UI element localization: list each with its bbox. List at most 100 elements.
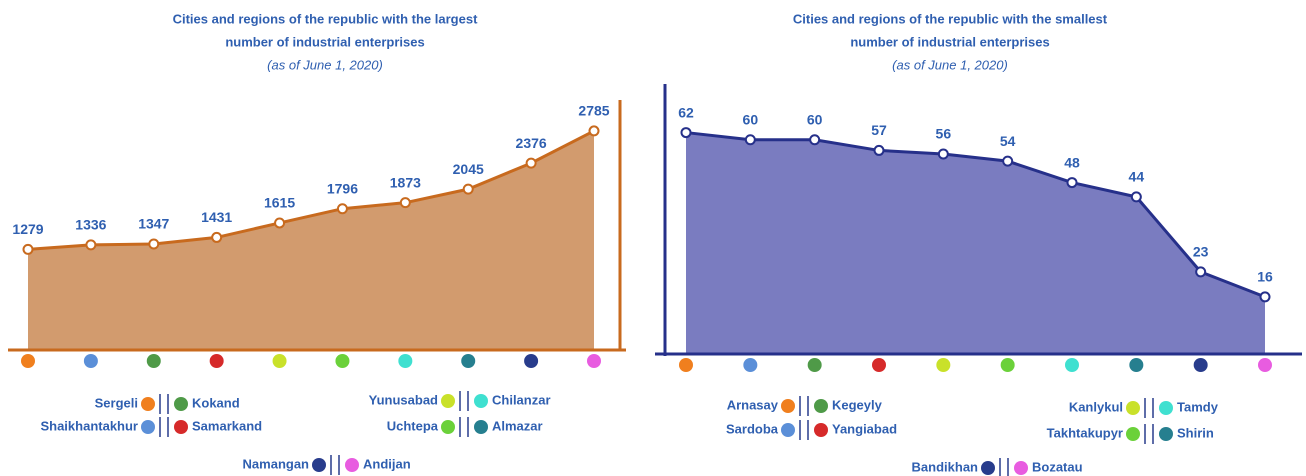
- value-label: 16: [1257, 269, 1273, 285]
- value-label: 2376: [516, 135, 547, 151]
- point: [1195, 266, 1207, 278]
- point: [399, 197, 411, 209]
- chart-title: number of industrial enterprises: [225, 34, 424, 49]
- point: [22, 243, 34, 255]
- legend-label: Bandikhan: [912, 459, 979, 474]
- legend-label: Takhtakupyr: [1047, 425, 1123, 440]
- legend-dot: [441, 394, 455, 408]
- legend-label: Andijan: [363, 456, 411, 471]
- legend-dot: [1159, 401, 1173, 415]
- legend-dot: [345, 458, 359, 472]
- x-category-dot: [807, 358, 822, 372]
- legend-dot: [781, 423, 795, 437]
- point: [1259, 291, 1271, 303]
- legend-label: Yangiabad: [832, 421, 897, 436]
- x-category-dot: [743, 358, 758, 372]
- legend-dot: [1159, 427, 1173, 441]
- legend-dot: [814, 423, 828, 437]
- legend-dot: [1126, 401, 1140, 415]
- point: [1002, 155, 1014, 167]
- legend-label: Kanlykul: [1069, 399, 1123, 414]
- point: [525, 157, 537, 169]
- x-category-dot: [1000, 358, 1015, 372]
- value-label: 2785: [578, 103, 609, 119]
- chart-title: Cities and regions of the republic with …: [173, 11, 478, 26]
- x-category-dot: [936, 358, 951, 372]
- x-category-dot: [1193, 358, 1208, 372]
- x-category-dot: [587, 354, 601, 368]
- value-label: 2045: [453, 161, 484, 177]
- legend-label: Namangan: [243, 456, 310, 471]
- point: [809, 134, 821, 146]
- value-label: 62: [678, 104, 694, 120]
- x-category-dot: [21, 354, 35, 368]
- x-category-dot: [398, 354, 413, 368]
- legend-label: Yunusabad: [369, 392, 438, 407]
- legend-dot: [174, 420, 188, 434]
- x-category-dot: [679, 358, 693, 372]
- x-category-dot: [146, 354, 161, 368]
- value-label: 44: [1129, 169, 1145, 185]
- point: [274, 217, 286, 229]
- legend-label: Shirin: [1177, 425, 1214, 440]
- chart-title: Cities and regions of the republic with …: [793, 11, 1108, 26]
- x-category-dot: [1129, 358, 1144, 372]
- legend-label: Sardoba: [726, 421, 779, 436]
- value-label: 1796: [327, 180, 358, 196]
- legend-dot: [1014, 461, 1028, 475]
- legend-label: Kegeyly: [832, 397, 883, 412]
- chart-subtitle: (as of June 1, 2020): [267, 57, 383, 72]
- legend-label: Sergeli: [95, 395, 138, 410]
- point: [744, 134, 756, 146]
- x-category-dot: [872, 358, 886, 372]
- legend-dot: [781, 399, 795, 413]
- legend-dot: [174, 397, 188, 411]
- value-label: 23: [1193, 244, 1209, 260]
- value-label: 56: [936, 126, 952, 142]
- legend-dot: [312, 458, 326, 472]
- point: [1130, 191, 1142, 203]
- value-label: 1873: [390, 174, 421, 190]
- x-category-dot: [461, 354, 476, 368]
- value-label: 60: [743, 111, 759, 127]
- legend-dot: [1126, 427, 1140, 441]
- legend-label: Tamdy: [1177, 399, 1219, 414]
- legend-dot: [141, 397, 155, 411]
- point: [148, 238, 160, 250]
- point: [336, 203, 348, 215]
- legend-dot: [474, 420, 488, 434]
- point: [1066, 177, 1078, 189]
- legend-label: Arnasay: [727, 397, 779, 412]
- x-category-dot: [524, 354, 539, 368]
- legend-label: Almazar: [492, 418, 543, 433]
- legend-label: Kokand: [192, 395, 240, 410]
- x-category-dot: [272, 354, 287, 368]
- legend-label: Samarkand: [192, 418, 262, 433]
- value-label: 60: [807, 111, 823, 127]
- legend-dot: [814, 399, 828, 413]
- point: [85, 239, 97, 251]
- legend-dot: [141, 420, 155, 434]
- chart-subtitle: (as of June 1, 2020): [892, 57, 1008, 72]
- point: [211, 231, 223, 243]
- point: [462, 183, 474, 195]
- point: [680, 127, 692, 139]
- value-label: 1431: [201, 209, 232, 225]
- point: [588, 125, 600, 137]
- legend-label: Chilanzar: [492, 392, 551, 407]
- value-label: 57: [871, 122, 887, 138]
- value-label: 1336: [75, 217, 106, 233]
- legend-dot: [981, 461, 995, 475]
- legend-label: Bozatau: [1032, 459, 1083, 474]
- area: [28, 130, 594, 350]
- value-label: 54: [1000, 133, 1016, 149]
- point: [937, 148, 949, 160]
- value-label: 1615: [264, 195, 295, 211]
- x-category-dot: [335, 354, 350, 368]
- legend-label: Shaikhantakhur: [40, 418, 138, 433]
- point: [873, 144, 885, 156]
- x-category-dot: [83, 354, 98, 368]
- line: [685, 131, 1266, 299]
- x-category-dot: [1258, 358, 1272, 372]
